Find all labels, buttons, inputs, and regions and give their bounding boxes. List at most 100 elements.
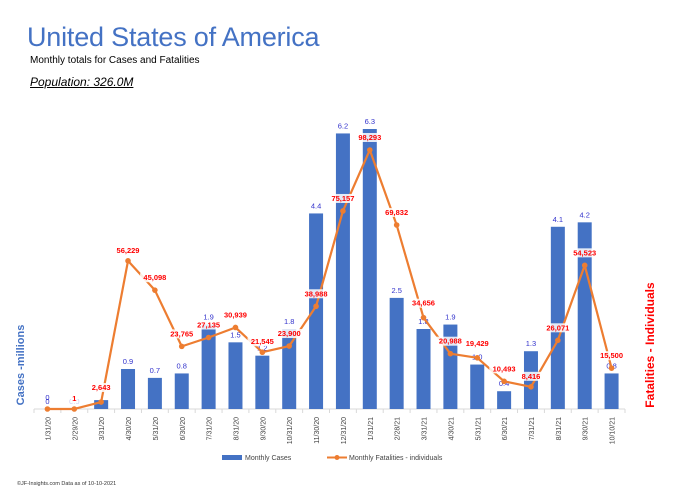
- bar-data-label: 1.8: [284, 317, 294, 326]
- fatalities-label-bg: [543, 323, 573, 333]
- fatalities-label-bg: [569, 248, 600, 258]
- x-tick-label: 10/10/21: [610, 417, 617, 444]
- bar-data-label: 1.5: [230, 330, 240, 339]
- fatalities-label-bg: [274, 329, 305, 339]
- bar-data-label: 0.9: [123, 357, 133, 366]
- x-tick-label: 4/30/21: [448, 417, 455, 440]
- fatalities-point: [366, 147, 373, 153]
- x-tick-label: 8/31/20: [233, 417, 240, 440]
- bar-data-label: 4.4: [311, 201, 321, 210]
- bar-monthly-cases: [282, 329, 297, 409]
- fatalities-point: [44, 406, 51, 412]
- fatalities-point: [393, 222, 400, 228]
- fatalities-data-label: 38,988: [305, 289, 328, 298]
- legend-marker-fatalities: [334, 455, 340, 460]
- x-tick-label: 9/30/21: [583, 417, 590, 440]
- x-tick-label: 2/28/21: [395, 417, 402, 440]
- x-tick-label: 6/30/20: [180, 417, 187, 440]
- x-tick-label: 5/31/21: [475, 417, 482, 440]
- bar-monthly-cases: [470, 364, 485, 409]
- y2-axis-label: Fatalities - Individuals: [643, 282, 657, 408]
- y-axis-label: Cases -millions: [15, 325, 27, 406]
- fatalities-data-label: 30,939: [224, 310, 247, 319]
- bar-monthly-cases: [577, 222, 592, 409]
- x-tick-label: 1/31/21: [368, 417, 375, 440]
- page-title: United States of America: [27, 22, 320, 52]
- bar-data-label: 1.3: [526, 339, 536, 348]
- fatalities-point: [205, 334, 212, 341]
- bar-data-label: 1.9: [203, 313, 213, 322]
- fatalities-label-bg: [462, 338, 493, 348]
- fatalities-point: [447, 350, 454, 357]
- fatalities-data-label: 21,545: [251, 337, 274, 346]
- fatalities-point: [501, 378, 507, 385]
- fatalities-label-bg: [489, 364, 519, 374]
- bar-monthly-cases: [174, 373, 189, 409]
- fatalities-label-bg: [88, 383, 114, 393]
- fatalities-label-bg: [301, 289, 331, 299]
- fatalities-label-bg: [220, 310, 251, 320]
- bar-monthly-cases: [335, 133, 350, 409]
- bar-data-label: 6.3: [365, 117, 375, 126]
- fatalities-point: [528, 384, 534, 390]
- x-tick-label: 3/31/21: [422, 417, 429, 440]
- bar-monthly-cases: [497, 391, 512, 409]
- fatalities-data-label: 2,643: [92, 383, 111, 392]
- fatalities-point: [313, 303, 319, 310]
- fatalities-label-bg: [435, 336, 466, 346]
- bar-data-label: 0: [45, 397, 49, 406]
- x-tick-label: 10/31/20: [287, 417, 294, 444]
- fatalities-point: [286, 343, 293, 349]
- bar-data-label: 2.5: [391, 286, 401, 295]
- fatalities-data-label: 1: [72, 394, 76, 403]
- fatalities-label-bg: [70, 393, 78, 403]
- fatalities-label-bg: [113, 245, 143, 255]
- bar-monthly-cases: [550, 226, 565, 409]
- bar-data-label: 1.8: [418, 317, 428, 326]
- fatalities-data-label: 27,135: [197, 320, 220, 329]
- x-tick-label: 2/29/20: [72, 417, 79, 440]
- bar-monthly-cases: [201, 324, 216, 409]
- x-tick-label: 8/31/21: [556, 417, 563, 440]
- fatalities-point: [581, 262, 588, 269]
- fatalities-data-label: 34,656: [412, 299, 435, 308]
- fatalities-data-label: 23,765: [170, 329, 193, 338]
- x-tick-label: 3/31/20: [99, 417, 106, 440]
- x-tick-label: 4/30/20: [126, 417, 133, 440]
- x-tick-label: 6/30/21: [502, 417, 509, 440]
- bar-monthly-cases: [147, 377, 162, 409]
- fatalities-data-label: 8,416: [522, 372, 541, 381]
- chart-subtitle: Monthly totals for Cases and Fatalities: [30, 55, 200, 66]
- bar-data-label: 0.7: [150, 366, 160, 375]
- x-tick-label: 11/30/20: [314, 417, 321, 444]
- bar-monthly-cases: [416, 329, 431, 409]
- fatalities-data-label: 19,429: [466, 339, 489, 348]
- legend-swatch-cases: [222, 455, 242, 460]
- fatalities-data-label: 98,293: [358, 133, 381, 142]
- bar-monthly-cases: [604, 373, 619, 409]
- bar-monthly-cases: [309, 213, 324, 409]
- fatalities-point: [259, 349, 266, 356]
- fatalities-data-label: 54,523: [573, 248, 596, 257]
- fatalities-point: [98, 399, 104, 405]
- x-tick-label: 12/31/20: [341, 417, 348, 444]
- fatalities-point: [178, 343, 185, 350]
- fatalities-point: [125, 258, 131, 264]
- fatalities-label-bg: [408, 298, 439, 308]
- bar-monthly-cases: [121, 369, 136, 409]
- bar-data-label: 4.1: [553, 215, 563, 224]
- population-label: Population: 326.0M: [30, 75, 134, 89]
- bar-monthly-cases: [389, 297, 404, 409]
- fatalities-data-label: 45,098: [143, 273, 166, 282]
- fatalities-label-bg: [193, 320, 224, 330]
- fatalities-data-label: 56,229: [117, 246, 140, 255]
- fatalities-label-bg: [354, 133, 385, 142]
- fatalities-data-label: 20,988: [439, 337, 462, 346]
- fatalities-point: [152, 287, 158, 293]
- fatalities-data-label: 10,493: [493, 364, 516, 373]
- fatalities-point: [232, 324, 239, 331]
- bar-monthly-cases: [362, 129, 377, 409]
- fatalities-label-bg: [140, 273, 170, 283]
- bar-monthly-cases: [255, 355, 270, 409]
- fatalities-point: [71, 406, 78, 412]
